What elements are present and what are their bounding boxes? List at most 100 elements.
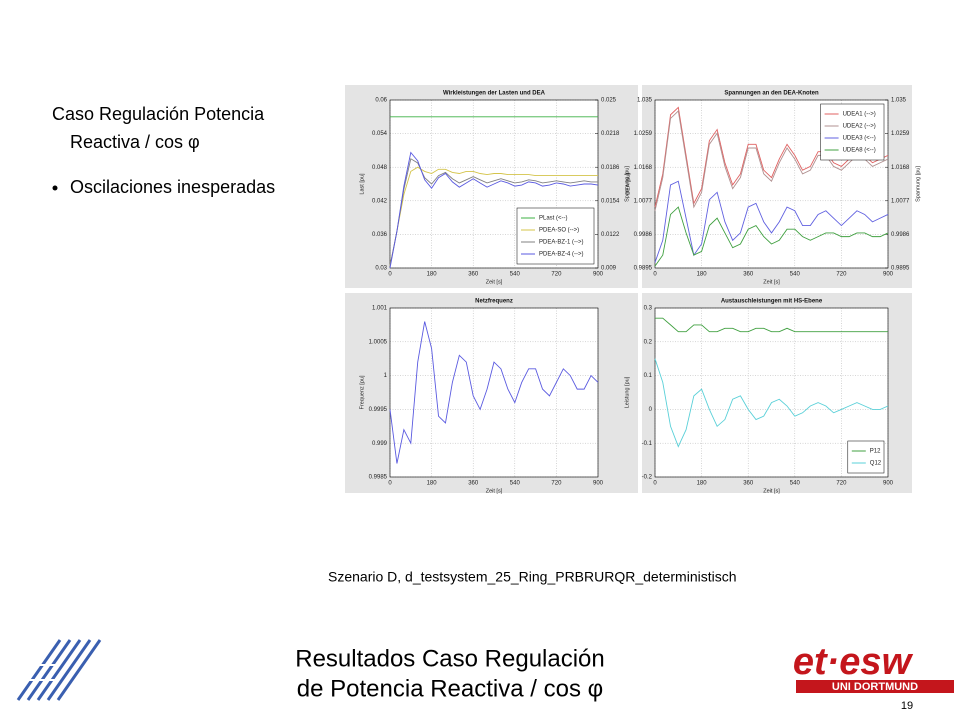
logo-band (796, 680, 954, 693)
x-tick-label: 900 (593, 481, 604, 487)
x-tick-label: 720 (551, 272, 562, 278)
legend-label: UDEA2 (-->) (843, 124, 876, 130)
footer-title: Resultados Caso Regulación (295, 645, 605, 672)
legend-label: PDEA-BZ-1 (-->) (539, 240, 584, 246)
series-line (389, 151, 599, 269)
x-tick-label: 900 (593, 272, 604, 278)
y-tick-label: 1.0259 (634, 131, 653, 137)
y-tick-label: -0.1 (642, 441, 653, 447)
chart-title: Wirkleistungen der Lasten und DEA (443, 91, 546, 97)
y-tick-label: 1.0077 (634, 198, 653, 204)
y2-axis-label: Spannung [pu] (915, 166, 921, 202)
plot-frame (389, 99, 599, 269)
legend-label: Q12 (870, 461, 882, 467)
logo-name: et·esw (793, 641, 914, 683)
chart-title: Austauschleistungen mit HS-Ebene (721, 299, 823, 305)
y-tick-label: 1.0005 (369, 339, 388, 345)
y2-tick-label: 0.025 (601, 98, 617, 104)
x-tick-label: 900 (883, 272, 894, 278)
y-tick-label: 0.054 (372, 131, 388, 137)
y-tick-label: 1.0168 (634, 165, 653, 171)
page-number: 19 (901, 700, 913, 712)
x-tick-label: 540 (790, 272, 801, 278)
y2-tick-label: 0.0186 (601, 165, 620, 171)
heading-line: Caso Regulación Potencia (52, 104, 265, 124)
series-line (389, 321, 599, 464)
legend-box (820, 103, 885, 161)
y-tick-label: 0.03 (375, 266, 387, 272)
legend-label: UDEA8 (<--) (843, 148, 876, 154)
x-tick-label: 180 (697, 272, 708, 278)
y-tick-label: 1.035 (637, 98, 653, 104)
x-tick-label: 0 (653, 481, 657, 487)
x-tick-label: 720 (551, 481, 562, 487)
y2-tick-label: 1.0077 (891, 198, 910, 204)
caption: Szenario D, d_testsystem_25_Ring_PRBRURQ… (328, 569, 737, 585)
series-line (654, 358, 889, 448)
x-tick-label: 360 (468, 481, 479, 487)
x-tick-label: 540 (510, 272, 521, 278)
y-tick-label: 0.036 (372, 232, 388, 238)
y-axis-label: Leistung [pu] (624, 376, 630, 408)
y-axis-label: Frequenz [pu] (359, 375, 365, 409)
y2-axis-label: DEA [pu] (625, 173, 631, 195)
y-tick-label: 0.9995 (369, 407, 388, 413)
series-line (655, 317, 888, 333)
x-tick-label: 540 (790, 481, 801, 487)
x-tick-label: 360 (468, 272, 479, 278)
plot-frame (654, 99, 889, 269)
legend-label: UDEA3 (<--) (843, 136, 876, 142)
plot-area (390, 308, 598, 477)
y-tick-label: 0.1 (644, 373, 653, 379)
bullet-text: Oscilaciones inesperadas (70, 177, 275, 197)
university-logo (15, 639, 102, 701)
chart-title: Spannungen an den DEA-Knoten (724, 91, 819, 97)
plot-frame (389, 307, 599, 478)
footer-title: de Potencia Reactiva / cos φ (297, 675, 603, 702)
legend-label: PLast (<--) (539, 216, 568, 222)
series-line (389, 166, 598, 266)
legend-label: PDEA-BZ-4 (-->) (539, 252, 584, 258)
x-tick-label: 180 (427, 272, 438, 278)
legend-label: PDEA-SO (-->) (539, 228, 579, 234)
x-axis-label: Zeit [s] (763, 279, 780, 285)
x-tick-label: 540 (510, 481, 521, 487)
y-tick-label: 1 (384, 373, 388, 379)
y2-tick-label: 0.0122 (601, 232, 620, 238)
y2-tick-label: 1.0259 (891, 131, 910, 137)
y-tick-label: 0.9895 (634, 266, 653, 272)
y-tick-label: 0.3 (644, 306, 653, 312)
series-line (389, 158, 598, 266)
legend-box (516, 207, 595, 265)
x-tick-label: 0 (388, 272, 392, 278)
y2-tick-label: 1.035 (891, 98, 907, 104)
y-axis-label: Spannung [pu] (624, 166, 630, 202)
y2-tick-label: 0.0218 (601, 131, 620, 137)
x-tick-label: 180 (427, 481, 438, 487)
y2-tick-label: 0.0154 (601, 198, 620, 204)
heading-line: Reactiva / cos φ (70, 132, 200, 152)
x-axis-label: Zeit [s] (486, 279, 503, 285)
y2-tick-label: 1.0168 (891, 165, 910, 171)
y-tick-label: -0.2 (642, 475, 653, 481)
y-tick-label: 0.048 (372, 165, 388, 171)
legend-label: UDEA1 (-->) (843, 112, 876, 118)
x-axis-label: Zeit [s] (763, 488, 780, 494)
y-axis-label: Last [pu] (359, 173, 365, 195)
legend-box (847, 440, 885, 474)
legend-label: P12 (870, 449, 881, 455)
x-tick-label: 360 (743, 481, 754, 487)
y2-tick-label: 0.9895 (891, 266, 910, 272)
x-tick-label: 0 (653, 272, 657, 278)
y-tick-label: 0.9985 (369, 475, 388, 481)
x-tick-label: 720 (836, 272, 847, 278)
y2-tick-label: 0.9986 (891, 232, 910, 238)
x-tick-label: 180 (697, 481, 708, 487)
y-tick-label: 0.2 (644, 339, 653, 345)
y2-tick-label: 0.009 (601, 266, 617, 272)
x-tick-label: 360 (743, 272, 754, 278)
y-tick-label: 0.999 (372, 441, 388, 447)
x-tick-label: 720 (836, 481, 847, 487)
